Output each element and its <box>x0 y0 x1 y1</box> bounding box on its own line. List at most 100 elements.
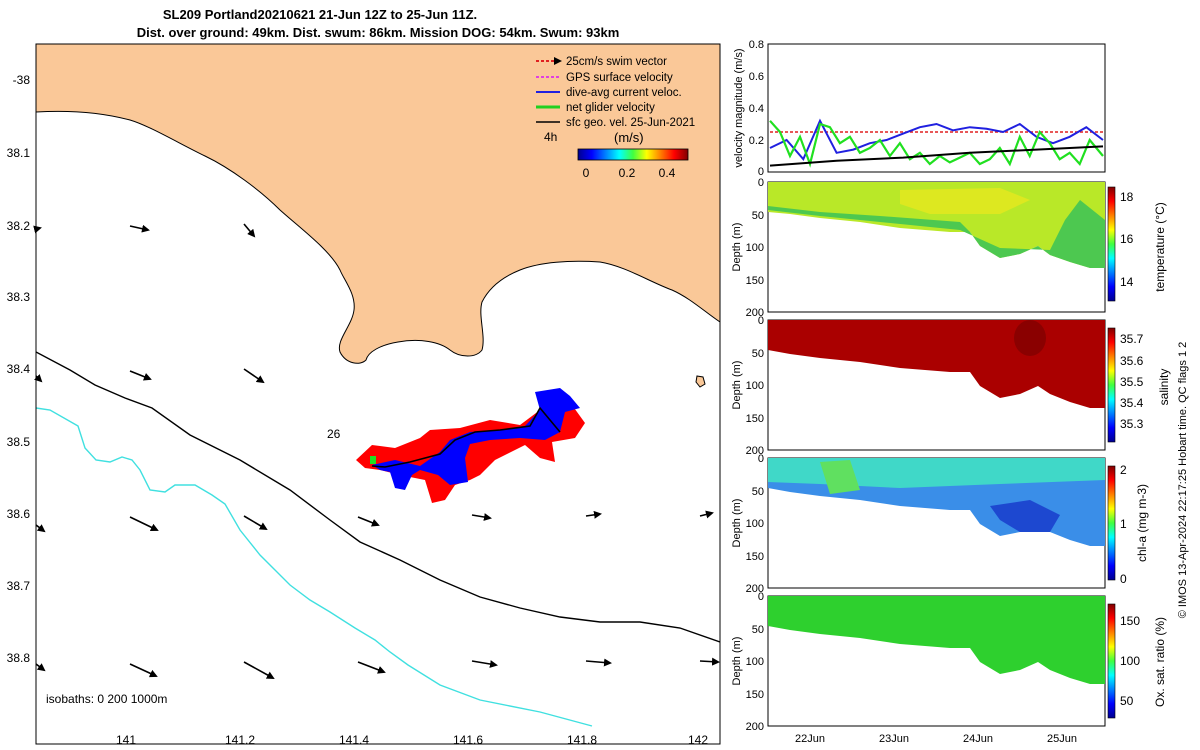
time-tick: 22Jun <box>795 733 825 745</box>
sfc-velocity-arrow <box>243 661 275 679</box>
temperature-panel: 18 16 14 temperature (°C) Depth (m) 0 50… <box>731 177 1167 319</box>
glider-path <box>371 406 561 468</box>
oxygen-depth-label: Depth (m) <box>731 637 743 686</box>
chla-colorbar-label: chl-a (mg m-3) <box>1135 484 1149 562</box>
isobath-200m <box>36 351 720 643</box>
salinity-depth-label: Depth (m) <box>731 361 743 410</box>
sfc-velocity-arrow <box>357 661 386 674</box>
salinity-colorbar <box>1107 327 1116 443</box>
chla-depth-tick: 200 <box>746 583 764 595</box>
chla-colorbar-tick: 2 <box>1120 463 1127 477</box>
velocity-y-tick: 0 <box>758 166 764 178</box>
map-colorbar-label: (m/s) <box>614 130 644 145</box>
sfc-velocity-arrow <box>471 513 492 521</box>
map-colorbar: 4h (m/s) 0 0.2 0.4 <box>544 130 689 180</box>
glider-track <box>356 388 585 503</box>
temperature-depth-tick: 150 <box>746 275 764 287</box>
chla-depth-tick: 0 <box>758 453 764 465</box>
isobath-1000m <box>36 407 593 727</box>
map-y-tick: 38.7 <box>7 579 31 593</box>
chla-depth-tick: 50 <box>752 486 764 498</box>
sfc-velocity-arrow <box>699 657 720 666</box>
temperature-colorbar-label: temperature (°C) <box>1153 202 1167 292</box>
sfc-velocity-arrow <box>243 368 265 384</box>
sfc-velocity-arrow <box>699 510 714 519</box>
sfc-velocity-arrow <box>33 225 42 234</box>
velocity-plot-frame <box>767 43 1106 173</box>
sfc-velocity-arrow <box>243 223 256 238</box>
salinity-colorbar-tick: 35.3 <box>1120 417 1144 431</box>
map-x-tick: 141 <box>116 733 136 747</box>
footer-credit: © IMOS 13-Apr-2024 22:17:25 Hobart time.… <box>1177 342 1189 619</box>
chla-colorbar <box>1107 465 1116 581</box>
oxygen-panel: 150 100 50 Ox. sat. ratio (%) Depth (m) … <box>731 591 1167 733</box>
temperature-warm-patch <box>900 188 1030 214</box>
chla-depth-tick: 150 <box>746 551 764 563</box>
chla-deep-patch <box>990 500 1060 532</box>
velocity-y-tick: 0.8 <box>749 39 764 51</box>
velocity-y-ticks: 0.8 0.6 0.4 0.2 0 <box>749 39 764 178</box>
map-y-tick: 38.4 <box>7 362 31 376</box>
sfc-velocity-arrow <box>129 224 150 233</box>
chla-green-patch <box>820 460 860 494</box>
velocity-y-tick: 0.2 <box>749 135 764 147</box>
map-x-axis: 141 141.2 141.4 141.6 141.8 142 <box>116 733 708 747</box>
time-tick: 25Jun <box>1047 733 1077 745</box>
salinity-depth-tick: 50 <box>752 348 764 360</box>
map-colorbar-bar <box>577 148 689 161</box>
velocity-y-tick: 0.6 <box>749 71 764 83</box>
salinity-dark-patch <box>1014 320 1046 356</box>
temperature-depth-label: Depth (m) <box>731 223 743 272</box>
map-x-tick: 141.6 <box>453 733 483 747</box>
velocity-series-line <box>769 120 1104 168</box>
legend: 25cm/s swim vector GPS surface velocity … <box>536 56 695 129</box>
sfc-velocity-arrow <box>35 663 46 672</box>
sfc-velocity-arrow <box>35 524 46 533</box>
map-x-tick: 141.8 <box>567 733 597 747</box>
oxygen-depth-tick: 100 <box>746 656 764 668</box>
temperature-cool-band <box>768 200 1105 268</box>
oxygen-depth-tick: 0 <box>758 591 764 603</box>
map-x-tick: 141.2 <box>225 733 255 747</box>
map-y-tick: 38.5 <box>7 435 31 449</box>
sfc-velocity-arrow <box>585 510 602 519</box>
map-colorbar-tick: 0 <box>583 166 590 180</box>
salinity-panel: 35.7 35.6 35.5 35.4 35.3 salinity Depth … <box>731 315 1171 457</box>
oxygen-colorbar-tick: 100 <box>1120 654 1140 668</box>
temperature-colorbar <box>1107 186 1116 302</box>
temperature-depth-tick: 0 <box>758 177 764 189</box>
oxygen-depth-tick: 200 <box>746 721 764 733</box>
dive-avg-current-vectors <box>372 388 580 490</box>
map-frame <box>35 43 721 745</box>
map-y-tick: 38.2 <box>7 219 31 233</box>
chla-colorbar-tick: 1 <box>1120 517 1127 531</box>
sfc-velocity-arrow <box>129 370 152 381</box>
legend-label-dive: dive-avg current veloc. <box>566 87 682 99</box>
map-colorbar-tick: 0.4 <box>659 166 676 180</box>
small-island <box>695 375 706 388</box>
velocity-y-label: velocity magnitude (m/s) <box>733 48 745 167</box>
sfc-velocity-arrow <box>129 663 158 678</box>
salinity-colorbar-tick: 35.5 <box>1120 375 1144 389</box>
chart-title-line2: Dist. over ground: 49km. Dist. swum: 86k… <box>137 25 620 40</box>
annotation-26: 26 <box>327 427 341 441</box>
map-y-tick: 38.6 <box>7 507 31 521</box>
map-y-tick: -38 <box>13 73 31 87</box>
salinity-depth-tick: 100 <box>746 380 764 392</box>
sfc-velocity-arrow <box>129 516 159 532</box>
oxygen-depth-tick: 50 <box>752 624 764 636</box>
salinity-depth-tick: 150 <box>746 413 764 425</box>
chla-depth-label: Depth (m) <box>731 499 743 548</box>
oxygen-colorbar-tick: 150 <box>1120 614 1140 628</box>
oxygen-section-fill <box>768 596 1105 684</box>
map-y-tick: 38.1 <box>7 146 31 160</box>
temperature-colorbar-tick: 16 <box>1120 232 1134 246</box>
velocity-series-line <box>769 145 1104 167</box>
isobaths-note: isobaths: 0 200 1000m <box>46 692 167 706</box>
salinity-depth-tick: 200 <box>746 445 764 457</box>
map-x-tick: 141.4 <box>339 733 369 747</box>
sfc-velocity-arrow <box>471 660 498 668</box>
salinity-colorbar-label: salinity <box>1157 369 1171 406</box>
chla-depth-tick: 100 <box>746 518 764 530</box>
map-y-tick: 38.8 <box>7 651 31 665</box>
